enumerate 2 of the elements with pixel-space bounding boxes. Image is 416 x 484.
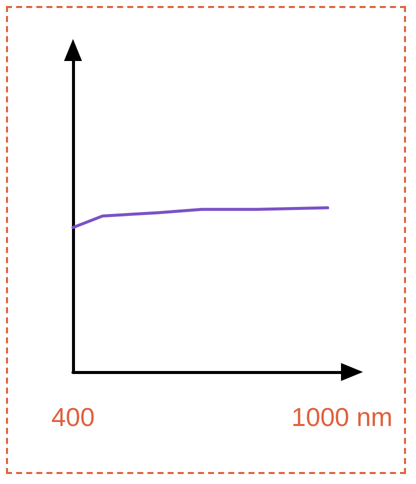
x-tick-label: 400: [51, 402, 95, 432]
x-tick-label: 1000 nm: [291, 402, 393, 432]
